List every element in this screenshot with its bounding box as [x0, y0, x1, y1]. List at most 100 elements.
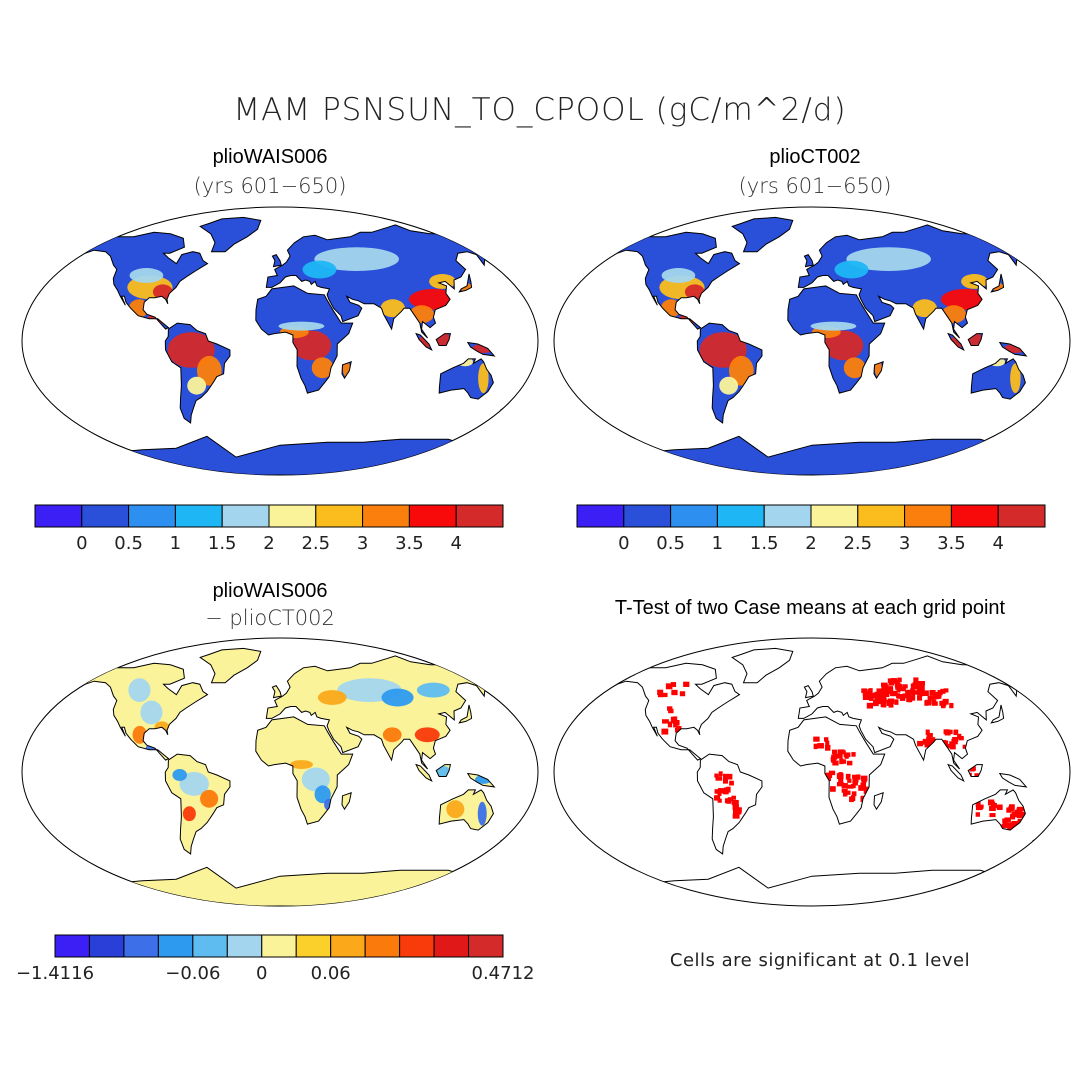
colorbar-swatch	[810, 504, 859, 528]
field-patch	[290, 760, 313, 770]
significant-cell	[861, 688, 868, 693]
colorbar-tick-label: −0.06	[165, 963, 220, 984]
significant-cell	[732, 799, 739, 806]
significant-cell	[901, 686, 906, 692]
significant-cell	[843, 752, 851, 758]
colorbar-tick-label: 1.5	[208, 533, 237, 554]
significant-cell	[851, 791, 857, 797]
panel-subtitle-top-right: (yrs 601−650)	[738, 174, 892, 198]
significant-cell	[910, 688, 915, 694]
coastline	[873, 361, 884, 380]
significant-cell	[847, 778, 852, 783]
significant-cell	[922, 738, 929, 745]
coastline	[998, 341, 1028, 357]
field-patch	[129, 268, 164, 283]
panel-title-top-right: plioCT002	[769, 146, 861, 168]
significant-cell	[881, 682, 888, 689]
significant-cell	[1002, 818, 1007, 824]
significant-cell	[899, 694, 906, 699]
significant-cell	[831, 749, 838, 754]
significant-cell	[838, 750, 846, 755]
significant-cell	[913, 677, 919, 684]
map-top-left	[20, 205, 540, 477]
significant-cell	[975, 801, 981, 807]
coastline	[341, 792, 352, 811]
significant-cell	[667, 721, 673, 728]
significant-cell	[915, 684, 922, 690]
colorbar-swatch	[716, 504, 765, 528]
significant-cell	[731, 795, 736, 800]
colorbar-swatch	[904, 504, 952, 528]
coastline	[255, 716, 354, 825]
field-patch	[912, 299, 938, 318]
field-patch	[416, 682, 450, 698]
colorbar-swatch	[408, 504, 457, 528]
coastline	[607, 662, 741, 761]
significant-cell	[732, 804, 739, 811]
significant-cell	[894, 683, 902, 688]
significant-cell	[890, 690, 898, 697]
significant-cell	[718, 771, 723, 777]
significant-cell	[899, 696, 906, 701]
significant-cell	[887, 698, 895, 704]
coastline	[458, 704, 473, 724]
significant-cell	[927, 695, 932, 701]
significant-cell	[667, 706, 673, 711]
coastline	[271, 684, 282, 699]
colorbar-tick-label: 4	[450, 533, 461, 554]
significant-cell	[858, 785, 866, 791]
colorbar-top-left: 0 0.5 1 1.5 2 2.5 3 3.5 4	[34, 504, 505, 565]
significant-cell	[830, 756, 836, 762]
significant-cell	[838, 772, 843, 778]
significant-cell	[853, 776, 859, 782]
significant-cell	[883, 691, 890, 698]
coastline	[75, 231, 209, 330]
colorbar-swatch	[576, 504, 625, 528]
significant-cell	[943, 688, 949, 693]
significant-cell	[1004, 817, 1011, 822]
coastline	[803, 684, 814, 699]
land-sumatra	[416, 764, 432, 781]
coastline	[265, 655, 499, 770]
coastline	[265, 224, 499, 339]
coastline	[466, 341, 496, 357]
colorbar-swatch	[295, 934, 332, 958]
coastline	[435, 764, 452, 777]
field-patch	[382, 727, 402, 743]
significant-cell	[723, 788, 729, 795]
coastline	[271, 253, 282, 268]
colorbar-swatch	[261, 934, 297, 958]
coastline	[787, 716, 886, 825]
significant-cell	[969, 766, 975, 772]
colorbar-swatch	[362, 504, 410, 528]
significant-cell	[661, 692, 668, 698]
field-patch	[200, 789, 219, 808]
coastline	[797, 655, 1031, 770]
colorbar-swatch	[330, 934, 366, 958]
significant-cell	[841, 783, 848, 789]
colorbar-swatch	[399, 934, 435, 958]
significant-cell	[888, 702, 894, 708]
field-patch	[311, 357, 334, 379]
field-patch	[446, 800, 465, 819]
colorbar-swatch	[763, 504, 812, 528]
significant-cell	[896, 693, 901, 699]
coastline	[466, 772, 496, 788]
field-patch	[317, 690, 347, 705]
colorbar-tick-label: 3	[357, 533, 368, 554]
significant-cell	[841, 788, 848, 793]
significant-cell	[930, 738, 937, 744]
significant-cell	[837, 752, 843, 759]
colorbar-tick-label: 2	[805, 533, 816, 554]
colorbar-swatch	[623, 504, 672, 528]
significant-cell	[817, 743, 824, 749]
significant-cell	[836, 782, 844, 787]
coastline	[998, 772, 1028, 788]
colorbar-swatch	[226, 934, 263, 958]
significant-cell	[918, 680, 926, 686]
colorbar-tick-label: −1.4116	[16, 963, 94, 984]
colorbar-swatch	[128, 504, 176, 528]
significant-cell	[670, 716, 677, 722]
significant-cell	[897, 677, 902, 683]
significant-cell	[671, 689, 678, 696]
